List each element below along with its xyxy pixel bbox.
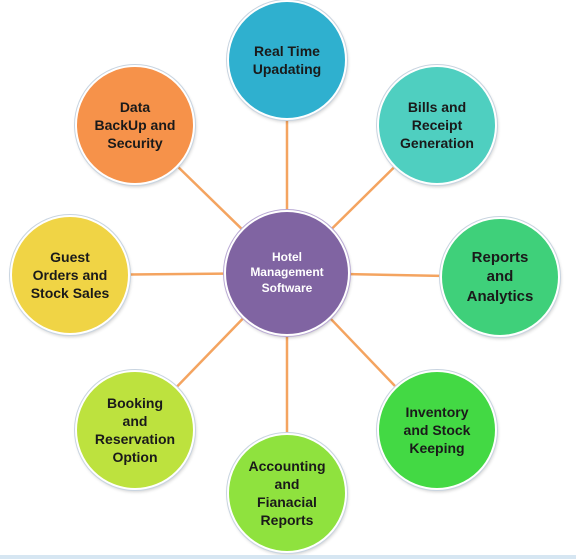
node-reports-and-analytics: Reports and Analytics [440,217,560,337]
connector-reports-and-analytics [349,272,441,278]
node-inventory-and-stock-keeping: Inventory and Stock Keeping [377,370,497,490]
connector-inventory-and-stock-keeping [329,317,397,388]
connector-booking-and-reservation-option [175,317,245,388]
connector-guest-orders-and-stock-sales [129,272,225,276]
hub-label: Hotel Management Software [250,249,324,295]
node-data-backup-and-security: Data BackUp and Security [75,65,195,185]
node-label-data-backup-and-security: Data BackUp and Security [94,98,176,152]
node-accounting-and-fianacial-reports: Accounting and Fianacial Reports [227,433,347,553]
hub-node-hotel-management-software: Hotel Management Software [224,210,350,336]
node-label-accounting-and-fianacial-reports: Accounting and Fianacial Reports [248,457,326,529]
node-label-bills-and-receipt-generation: Bills and Receipt Generation [400,98,474,152]
node-label-inventory-and-stock-keeping: Inventory and Stock Keeping [403,403,471,457]
node-label-booking-and-reservation-option: Booking and Reservation Option [94,394,176,466]
bottom-border [0,555,576,559]
node-guest-orders-and-stock-sales: Guest Orders and Stock Sales [10,215,130,335]
node-real-time-updating: Real Time Upadating [227,0,347,120]
node-booking-and-reservation-option: Booking and Reservation Option [75,370,195,490]
connector-bills-and-receipt-generation [330,166,396,230]
node-label-real-time-updating: Real Time Upadating [252,42,322,77]
node-label-reports-and-analytics: Reports and Analytics [466,248,534,305]
node-label-guest-orders-and-stock-sales: Guest Orders and Stock Sales [30,248,110,302]
node-bills-and-receipt-generation: Bills and Receipt Generation [377,65,497,185]
connector-data-backup-and-security [177,165,243,230]
